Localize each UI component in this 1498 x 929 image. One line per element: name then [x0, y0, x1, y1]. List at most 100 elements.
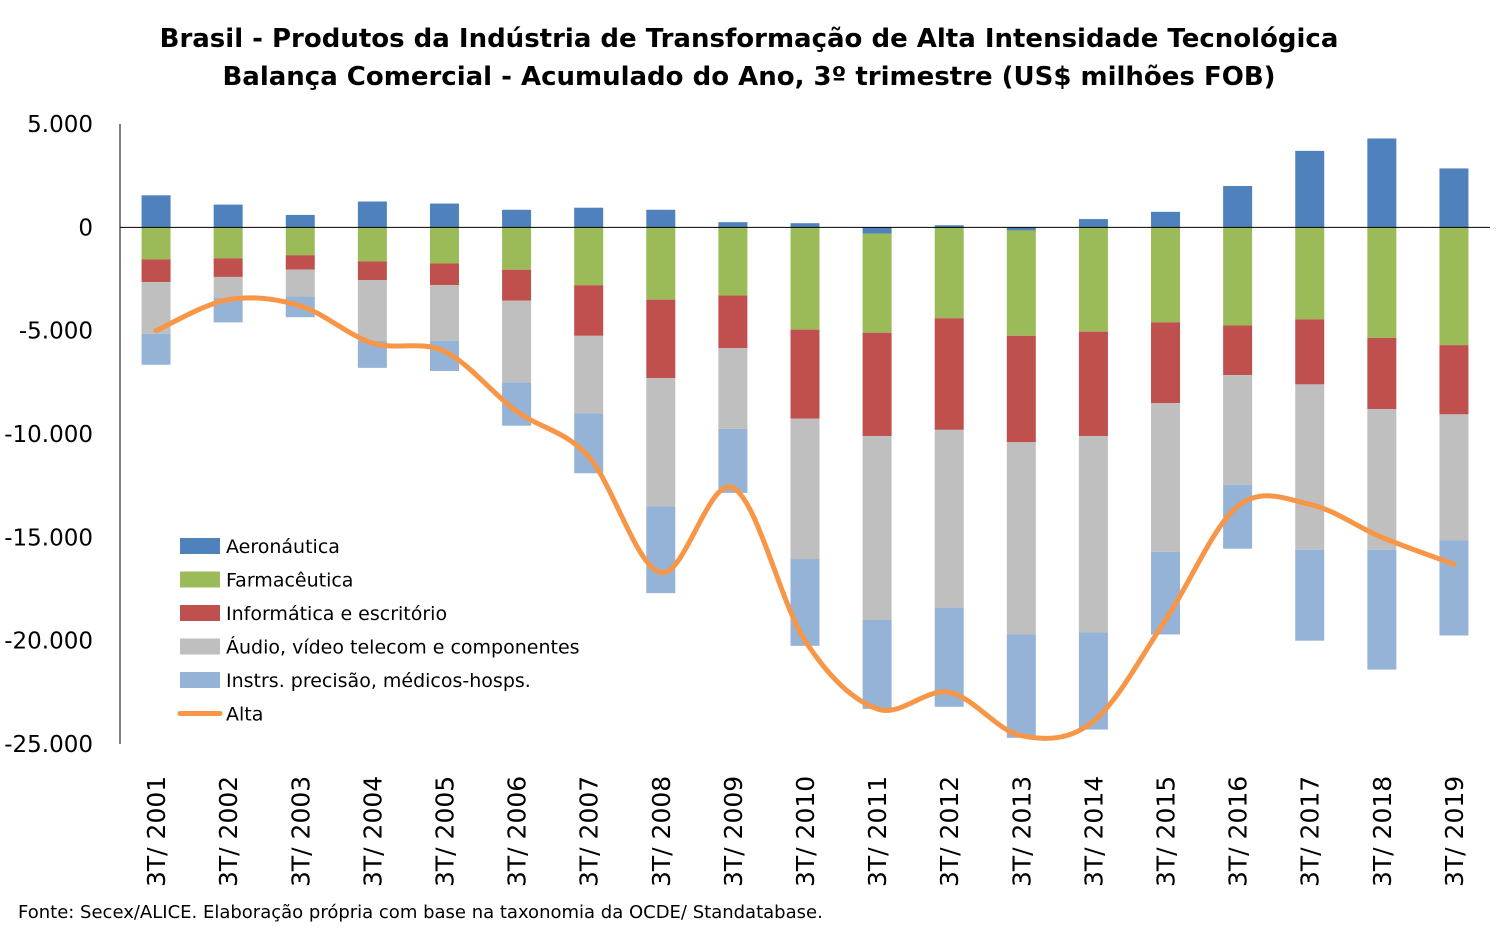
bar-informatica-e-escritorio-17 — [1367, 337, 1397, 410]
bar-layer — [141, 138, 1469, 738]
bar-aeronautica-7 — [646, 209, 676, 228]
bar-farmaceutica-11 — [934, 227, 964, 319]
bar-farmaceutica-0 — [141, 227, 171, 260]
x-tick-label: 3T/ 2018 — [1368, 776, 1397, 887]
x-tick-label: 3T/ 2014 — [1079, 776, 1108, 887]
x-tick-label: 3T/ 2006 — [503, 776, 532, 887]
legend-label-aeronautica: Aeronáutica — [226, 536, 340, 558]
bar-farmaceutica-14 — [1151, 227, 1181, 323]
bar-informatica-e-escritorio-4 — [429, 263, 459, 286]
bar-aeronautica-0 — [141, 195, 171, 228]
x-tick-label: 3T/ 2008 — [647, 776, 676, 887]
bar-informatica-e-escritorio-5 — [502, 269, 532, 301]
bar-audio-video-telecom-e-componentes-5 — [502, 300, 532, 383]
x-tick-label: 3T/ 2001 — [142, 776, 171, 887]
bar-audio-video-telecom-e-componentes-11 — [934, 429, 964, 608]
legend-swatch-farmaceutica — [180, 571, 220, 588]
bar-farmaceutica-5 — [502, 227, 532, 270]
bar-farmaceutica-3 — [357, 227, 387, 262]
legend-label-audio-video-telecom-e-componentes: Áudio, vídeo telecom e componentes — [226, 636, 580, 659]
bar-informatica-e-escritorio-0 — [141, 259, 171, 283]
bar-instrs-precisao-medicos-hosps-16 — [1295, 549, 1325, 641]
axis-layer: 5.000 0 -5.000 -10.000 -15.000 -20.000 -25.000… — [4, 112, 1490, 887]
chart-title: Brasil - Produtos da Indústria de Transf… — [0, 20, 1498, 96]
bar-informatica-e-escritorio-1 — [213, 258, 243, 277]
bar-audio-video-telecom-e-componentes-2 — [285, 269, 315, 297]
bar-instrs-precisao-medicos-hosps-10 — [862, 620, 892, 709]
bar-informatica-e-escritorio-9 — [790, 329, 820, 419]
bar-aeronautica-11 — [934, 225, 964, 228]
line-layer — [153, 295, 1457, 741]
legend-label-alta: Alta — [226, 704, 263, 726]
bar-informatica-e-escritorio-10 — [862, 332, 892, 437]
bar-farmaceutica-6 — [574, 227, 604, 286]
legend-swatch-audio-video-telecom-e-componentes — [180, 638, 220, 655]
line-alta — [153, 295, 1457, 741]
bar-audio-video-telecom-e-componentes-18 — [1439, 414, 1469, 541]
bar-instrs-precisao-medicos-hosps-6 — [574, 413, 604, 474]
bar-audio-video-telecom-e-componentes-7 — [646, 378, 676, 507]
bar-farmaceutica-9 — [790, 227, 820, 330]
bar-informatica-e-escritorio-12 — [1006, 335, 1036, 443]
bar-farmaceutica-12 — [1006, 230, 1036, 336]
x-tick-label: 3T/ 2015 — [1152, 776, 1181, 887]
bar-aeronautica-2 — [285, 214, 315, 228]
bar-farmaceutica-8 — [718, 227, 748, 296]
bar-audio-video-telecom-e-componentes-1 — [213, 276, 243, 298]
chart-title-line-1: Brasil - Produtos da Indústria de Transf… — [159, 24, 1339, 54]
bar-audio-video-telecom-e-componentes-3 — [357, 280, 387, 341]
bar-informatica-e-escritorio-14 — [1151, 322, 1181, 403]
bar-aeronautica-9 — [790, 223, 820, 228]
y-tick-label: 0 — [78, 215, 93, 241]
bar-informatica-e-escritorio-16 — [1295, 319, 1325, 385]
bar-aeronautica-17 — [1367, 138, 1397, 228]
bar-aeronautica-16 — [1295, 150, 1325, 228]
bar-aeronautica-12 — [1006, 227, 1036, 231]
bar-audio-video-telecom-e-componentes-6 — [574, 335, 604, 414]
bar-farmaceutica-4 — [429, 227, 459, 264]
bar-audio-video-telecom-e-componentes-9 — [790, 418, 820, 560]
bar-audio-video-telecom-e-componentes-14 — [1151, 403, 1181, 552]
y-tick-label: -20.000 — [4, 629, 93, 655]
bar-instrs-precisao-medicos-hosps-12 — [1006, 634, 1036, 738]
bar-aeronautica-14 — [1151, 211, 1181, 228]
x-tick-label: 3T/ 2017 — [1296, 776, 1325, 887]
bar-instrs-precisao-medicos-hosps-17 — [1367, 549, 1397, 670]
bar-aeronautica-8 — [718, 222, 748, 228]
x-tick-label: 3T/ 2005 — [430, 776, 459, 887]
source-note: Fonte: Secex/ALICE. Elaboração própria c… — [18, 902, 823, 923]
bar-informatica-e-escritorio-2 — [285, 255, 315, 270]
x-tick-label: 3T/ 2016 — [1224, 776, 1253, 887]
y-tick-label: -25.000 — [4, 732, 93, 758]
bar-audio-video-telecom-e-componentes-10 — [862, 436, 892, 620]
bar-aeronautica-13 — [1078, 219, 1108, 228]
x-tick-label: 3T/ 2010 — [791, 776, 820, 887]
bar-farmaceutica-18 — [1439, 227, 1469, 346]
chart-title-line-2: Balança Comercial - Acumulado do Ano, 3º… — [222, 62, 1276, 92]
bar-aeronautica-15 — [1223, 186, 1253, 228]
bar-aeronautica-6 — [574, 207, 604, 228]
bar-audio-video-telecom-e-componentes-16 — [1295, 384, 1325, 550]
bar-informatica-e-escritorio-3 — [357, 261, 387, 281]
bar-informatica-e-escritorio-15 — [1223, 325, 1253, 376]
x-tick-label: 3T/ 2009 — [719, 776, 748, 887]
bar-farmaceutica-13 — [1078, 227, 1108, 332]
bar-farmaceutica-1 — [213, 227, 243, 259]
bar-aeronautica-10 — [862, 227, 892, 234]
bar-informatica-e-escritorio-18 — [1439, 345, 1469, 415]
x-tick-label: 3T/ 2011 — [863, 776, 892, 887]
bar-informatica-e-escritorio-7 — [646, 299, 676, 379]
bar-farmaceutica-15 — [1223, 227, 1253, 326]
x-tick-label: 3T/ 2003 — [286, 776, 315, 887]
bar-aeronautica-3 — [357, 201, 387, 228]
x-tick-label: 3T/ 2019 — [1440, 776, 1469, 887]
y-tick-label: -10.000 — [4, 422, 93, 448]
x-tick-label: 3T/ 2013 — [1007, 776, 1036, 887]
bar-aeronautica-4 — [429, 203, 459, 228]
bar-aeronautica-18 — [1439, 168, 1469, 228]
legend-swatch-informatica-e-escritorio — [180, 605, 220, 621]
legend-label-instrs-precisao-medicos-hosps: Instrs. precisão, médicos-hosps. — [226, 670, 531, 692]
bar-instrs-precisao-medicos-hosps-8 — [718, 428, 748, 493]
bar-farmaceutica-7 — [646, 227, 676, 300]
